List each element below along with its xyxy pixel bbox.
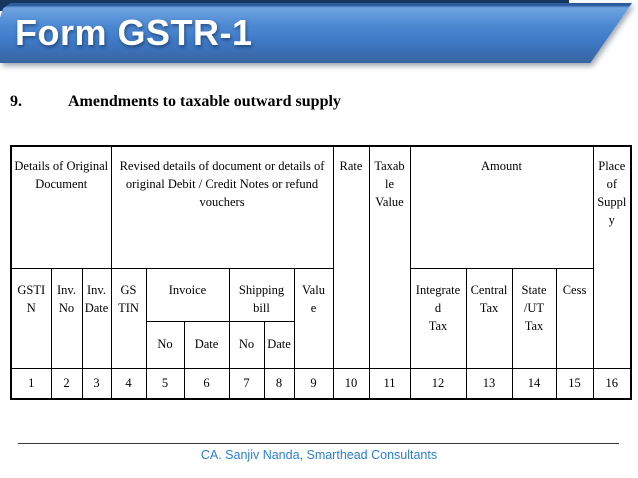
header-central-tax: Central Tax <box>465 267 513 369</box>
section-heading: 9. Amendments to taxable outward supply <box>10 93 620 111</box>
slide-title: Form GSTR-1 <box>15 12 253 53</box>
header-rate: Rate <box>332 145 370 369</box>
header-inv-date: Inv. Date <box>81 267 112 369</box>
col-number-2: 2 <box>50 367 83 400</box>
col-number-14: 14 <box>511 367 557 400</box>
col-number-15: 15 <box>555 367 594 400</box>
col-number-13: 13 <box>465 367 513 400</box>
section-number: 9. <box>10 93 22 110</box>
header-invoice-date: Date <box>183 320 230 369</box>
col-number-8: 8 <box>263 367 295 400</box>
header-shipping-bill: Shipping bill <box>228 267 295 322</box>
footer-divider <box>18 443 619 444</box>
header-value: Valu e <box>293 267 334 369</box>
footer-credit: CA. Sanjiv Nanda, Smarthead Consultants <box>200 448 438 462</box>
col-number-12: 12 <box>409 367 467 400</box>
header-gstin-original: GSTI N <box>10 267 52 369</box>
header-revised-details: Revised details of document or details o… <box>110 145 334 269</box>
col-number-7: 7 <box>228 367 265 400</box>
header-inv-no: Inv. No <box>50 267 83 369</box>
header-taxable-value: Taxab le Value <box>368 145 411 369</box>
section-title: Amendments to taxable outward supply <box>68 93 341 110</box>
header-gstin-revised: GS TIN <box>110 267 147 369</box>
col-number-5: 5 <box>145 367 185 400</box>
col-number-1: 1 <box>10 367 52 400</box>
header-amount: Amount <box>409 145 594 269</box>
table-header-row-1: Details of Original Document Revised det… <box>10 145 632 369</box>
header-shipping-no: No <box>228 320 265 369</box>
title-banner: Form GSTR-1 <box>0 3 632 63</box>
col-number-3: 3 <box>81 367 112 400</box>
table-column-numbers-row: 1 2 3 4 5 6 7 8 9 10 11 12 13 14 15 16 <box>10 367 632 400</box>
col-number-9: 9 <box>293 367 334 400</box>
table-header-row-3: No Date No Date <box>11 320 631 369</box>
header-integrated-tax: Integrate d Tax <box>409 267 467 369</box>
title-banner-shape: Form GSTR-1 <box>0 3 632 63</box>
col-number-16: 16 <box>592 367 632 400</box>
header-details-of-original-document: Details of Original Document <box>10 145 112 269</box>
header-state-ut-tax: State /UT Tax <box>511 267 557 369</box>
header-invoice-no: No <box>145 320 185 369</box>
header-invoice: Invoice <box>145 267 230 322</box>
header-place-of-supply: Place of Suppl y <box>592 145 632 369</box>
header-shipping-date: Date <box>263 320 295 369</box>
col-number-10: 10 <box>332 367 370 400</box>
gstr1-table: Details of Original Document Revised det… <box>10 145 633 400</box>
header-cess: Cess <box>555 267 594 369</box>
table-header-row-2: GSTI N Inv. No Inv. Date GS TIN Invoice … <box>10 267 631 369</box>
col-number-4: 4 <box>110 367 147 400</box>
col-number-6: 6 <box>183 367 230 400</box>
col-number-11: 11 <box>368 367 411 400</box>
